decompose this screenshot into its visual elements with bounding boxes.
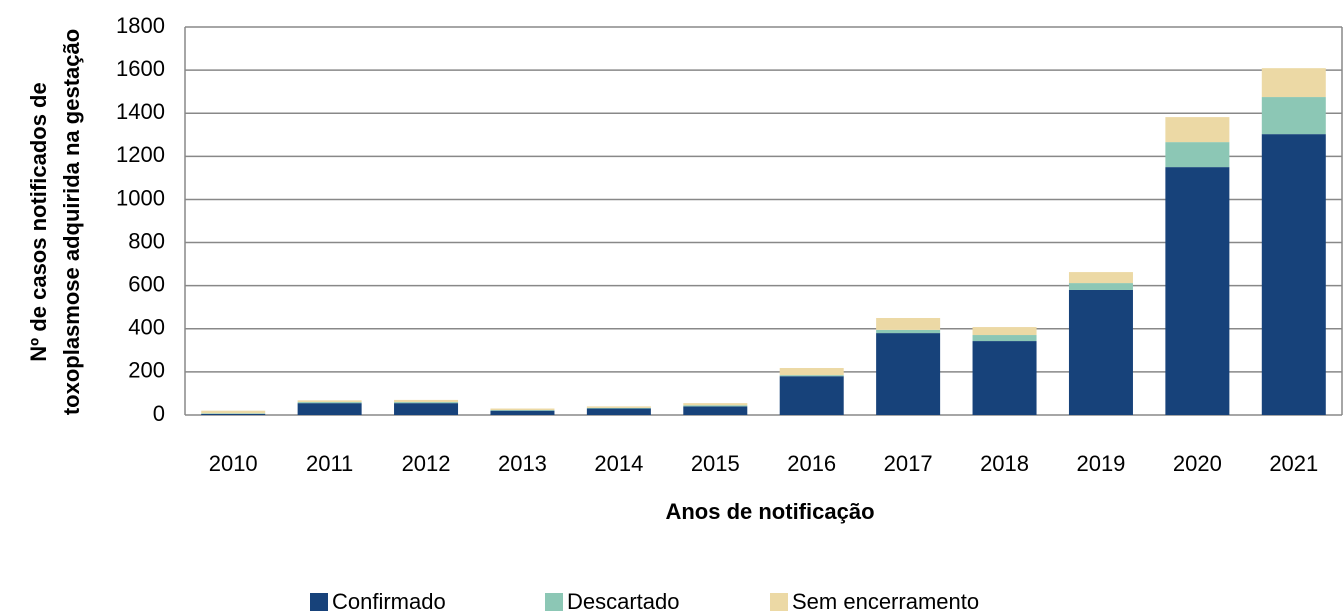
bar-segment <box>586 407 651 409</box>
bar-segment <box>490 408 555 411</box>
bar-segment <box>201 413 266 415</box>
bar-segment <box>394 402 459 404</box>
x-tick-label: 2010 <box>209 451 258 476</box>
bar-segment <box>779 368 844 376</box>
bar-segment <box>972 341 1037 415</box>
y-tick-label: 1000 <box>116 185 165 210</box>
y-tick-label: 1600 <box>116 56 165 81</box>
bar-segment <box>297 403 362 415</box>
x-axis-title: Anos de notificação <box>665 499 874 524</box>
bar-segment <box>586 406 651 408</box>
bar-segment <box>1165 142 1230 168</box>
bar-segment <box>1165 117 1230 143</box>
bar-segment <box>297 402 362 404</box>
bar-segment <box>394 399 459 403</box>
bar-segment <box>1261 134 1326 415</box>
x-tick-label: 2016 <box>787 451 836 476</box>
x-tick-label: 2019 <box>1076 451 1125 476</box>
x-tick-label: 2012 <box>402 451 451 476</box>
y-tick-label: 600 <box>128 271 165 296</box>
bar-segment <box>683 403 748 406</box>
bar-segment <box>297 400 362 403</box>
y-axis-title: Nº de casos notificados de <box>26 82 51 361</box>
bar-segment <box>876 333 941 415</box>
legend-label: Confirmado <box>332 589 446 614</box>
bar-segment <box>972 335 1037 342</box>
x-tick-label: 2013 <box>498 451 547 476</box>
bar-segment <box>876 318 941 330</box>
bar-segment <box>779 376 844 415</box>
x-tick-label: 2021 <box>1269 451 1318 476</box>
bar-segment <box>683 405 748 407</box>
legend-swatch <box>310 593 328 611</box>
x-tick-label: 2014 <box>594 451 643 476</box>
y-tick-label: 400 <box>128 315 165 340</box>
bar-segment <box>586 408 651 415</box>
bar-segment <box>1165 167 1230 415</box>
y-axis-title: toxoplasmose adquirida na gestação <box>59 29 84 415</box>
x-tick-label: 2017 <box>884 451 933 476</box>
bar-segment <box>1261 97 1326 135</box>
y-tick-label: 1400 <box>116 99 165 124</box>
y-tick-label: 1800 <box>116 13 165 38</box>
bar-segment <box>972 327 1037 336</box>
y-tick-label: 1200 <box>116 142 165 167</box>
bar-segment <box>683 406 748 415</box>
bar-segment <box>490 410 555 411</box>
x-tick-label: 2020 <box>1173 451 1222 476</box>
bar-segment <box>1068 283 1133 290</box>
bar-segment <box>201 410 266 414</box>
legend-label: Sem encerramento <box>792 589 979 614</box>
bar-segment <box>490 410 555 415</box>
y-tick-label: 200 <box>128 358 165 383</box>
x-tick-label: 2018 <box>980 451 1029 476</box>
legend-swatch <box>770 593 788 611</box>
y-tick-label: 0 <box>153 401 165 426</box>
x-tick-label: 2011 <box>306 451 353 476</box>
bar-segment <box>779 375 844 377</box>
legend-swatch <box>545 593 563 611</box>
bar-segment <box>394 403 459 415</box>
legend-label: Descartado <box>567 589 680 614</box>
bar-segment <box>1068 272 1133 284</box>
bar-segment <box>876 329 941 334</box>
y-tick-label: 800 <box>128 228 165 253</box>
x-tick-label: 2015 <box>691 451 740 476</box>
bar-segment <box>1261 68 1326 98</box>
bar-segment <box>1068 289 1133 415</box>
bar-segment <box>201 413 266 414</box>
